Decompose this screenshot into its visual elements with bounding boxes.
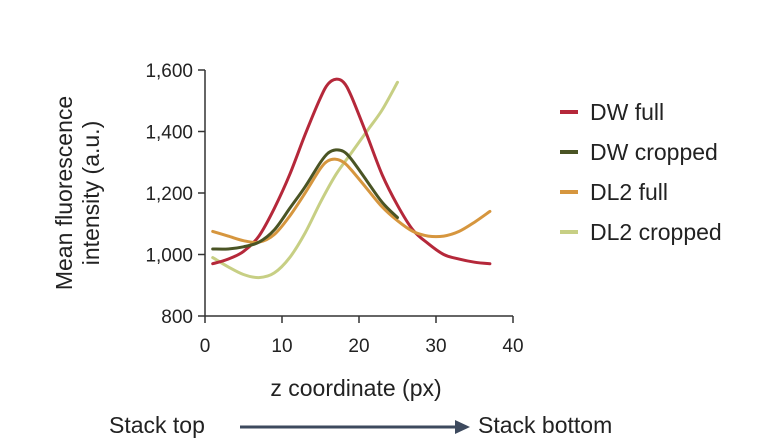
- x-tick-label: 0: [200, 336, 211, 357]
- y-axis-title: Mean fluorescence intensity (a.u.): [51, 96, 104, 290]
- series-line-dw-full: [211, 77, 492, 266]
- y-tick-label: 1,600: [145, 61, 193, 82]
- legend-label-dw-full: DW full: [590, 99, 664, 125]
- y-axis-title-line-1: Mean fluorescence: [51, 96, 77, 290]
- x-ticks: 0 10 20 30 40: [200, 316, 524, 357]
- axes: [204, 70, 513, 317]
- series-line-dl2-full: [211, 157, 492, 245]
- legend-label-dw-cropped: DW cropped: [590, 139, 718, 165]
- y-tick-label: 1,000: [145, 246, 193, 267]
- series-line-dw-cropped: [211, 148, 399, 251]
- y-tick-label: 800: [161, 307, 193, 328]
- stack-top-label: Stack top: [109, 412, 205, 438]
- x-tick-label: 30: [425, 336, 446, 357]
- legend: DW full DW cropped DL2 full DL2 cropped: [560, 99, 722, 245]
- y-tick-label: 1,200: [145, 184, 193, 205]
- y-ticks: 800 1,000 1,200 1,400 1,600: [145, 61, 205, 328]
- stack-direction: Stack top Stack bottom: [109, 412, 612, 438]
- x-tick-label: 10: [271, 336, 292, 357]
- x-tick-label: 20: [348, 336, 369, 357]
- stack-bottom-label: Stack bottom: [478, 412, 612, 438]
- series-lines: [211, 77, 492, 280]
- x-tick-label: 40: [502, 336, 523, 357]
- y-tick-label: 1,400: [145, 123, 193, 144]
- x-axis-title: z coordinate (px): [270, 375, 441, 401]
- legend-label-dl2-cropped: DL2 cropped: [590, 219, 722, 245]
- y-axis-title-line-2: intensity (a.u.): [78, 121, 104, 265]
- legend-label-dl2-full: DL2 full: [590, 179, 668, 205]
- direction-arrow-head: [455, 420, 470, 434]
